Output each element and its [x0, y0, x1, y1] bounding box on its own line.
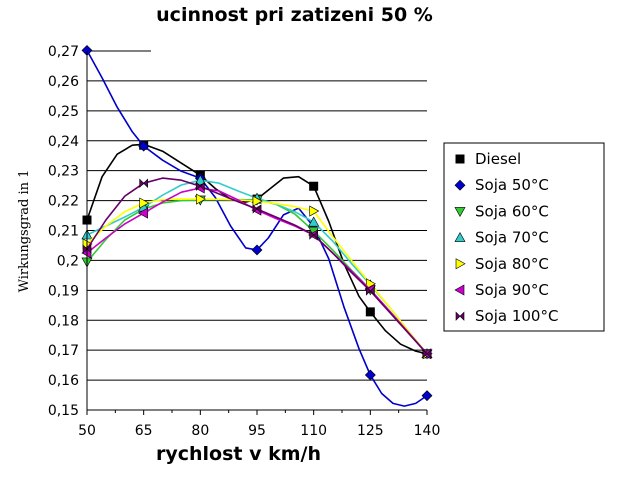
data-point	[366, 286, 375, 296]
x-tick-labels: 50 65 80 95 110 125 140	[78, 423, 440, 439]
y-tick-labels: 0,15 0,16 0,17 0,18 0,19 0,2 0,21 0,22 0,23 0,24 0…	[48, 44, 79, 419]
legend-label: Soja 50°C	[475, 176, 549, 194]
y-tick-label: 0,16	[48, 373, 79, 389]
y-tick-label: 0,17	[48, 343, 79, 359]
legend-marker	[455, 154, 465, 164]
legend-box	[443, 142, 605, 332]
legend: Diesel Soja 50°C Soja 60°C Soja 70°C Soja 80…	[443, 142, 605, 332]
legend-marker	[454, 207, 466, 218]
chart-title-box: ucinnost pri zatizeni 50 %	[151, 0, 438, 70]
y-tick-label: 0,18	[48, 313, 79, 329]
series-group	[82, 177, 432, 359]
legend-label: Soja 60°C	[475, 202, 549, 220]
legend-label: Soja 90°C	[475, 281, 549, 299]
y-tick-label: 0,15	[48, 403, 79, 419]
data-point	[251, 244, 263, 256]
data-point	[194, 174, 206, 185]
y-tick-label: 0,23	[48, 164, 79, 180]
axis-layer	[86, 51, 428, 415]
y-tick-label: 0,2	[57, 253, 79, 269]
x-tick-label: 50	[78, 423, 96, 439]
y-tick-label: 0,25	[48, 104, 79, 120]
data-point	[252, 195, 263, 207]
data-point	[309, 230, 318, 240]
data-point	[138, 207, 148, 219]
legend-label: Soja 80°C	[475, 255, 549, 273]
legend-label: Soja 100°C	[475, 307, 558, 325]
y-axis-label: Wirkungsgrad in 1	[17, 170, 32, 293]
legend-marker	[455, 258, 466, 270]
x-axis-label: rychlost v km/h	[156, 443, 322, 465]
y-tick-label: 0,21	[48, 224, 79, 240]
data-point	[421, 390, 433, 402]
legend-marker	[454, 284, 465, 296]
x-axis-label-box: rychlost v km/h	[150, 440, 354, 476]
x-tick-label: 95	[248, 423, 266, 439]
legend-marker	[454, 231, 466, 242]
data-point	[139, 178, 148, 188]
x-tick-label: 80	[191, 423, 209, 439]
data-point	[252, 204, 262, 214]
data-point	[422, 349, 432, 359]
data-point	[309, 181, 319, 191]
data-point	[138, 140, 150, 152]
x-tick-label: 65	[135, 423, 153, 439]
data-point	[364, 369, 376, 381]
data-point	[365, 307, 375, 317]
data-point	[196, 193, 206, 205]
y-tick-label: 0,19	[48, 283, 79, 299]
data-point	[308, 216, 320, 227]
chart-title: ucinnost pri zatizeni 50 %	[156, 4, 433, 26]
x-tick-label: 140	[414, 423, 441, 439]
y-tick-label: 0,24	[48, 134, 79, 150]
data-point	[196, 181, 205, 191]
x-tick-label: 110	[300, 423, 327, 439]
legend-label: Diesel	[475, 150, 521, 168]
data-point	[366, 278, 376, 290]
data-point	[309, 205, 320, 217]
y-tick-label: 0,26	[48, 74, 79, 90]
x-tick-label: 125	[357, 423, 384, 439]
data-point	[139, 197, 150, 209]
y-tick-label: 0,27	[48, 44, 79, 60]
legend-label: Soja 70°C	[475, 229, 549, 247]
legend-marker	[454, 179, 466, 191]
y-tick-label: 0,22	[48, 194, 79, 210]
series-layer	[81, 44, 433, 407]
legend-marker	[455, 311, 465, 321]
